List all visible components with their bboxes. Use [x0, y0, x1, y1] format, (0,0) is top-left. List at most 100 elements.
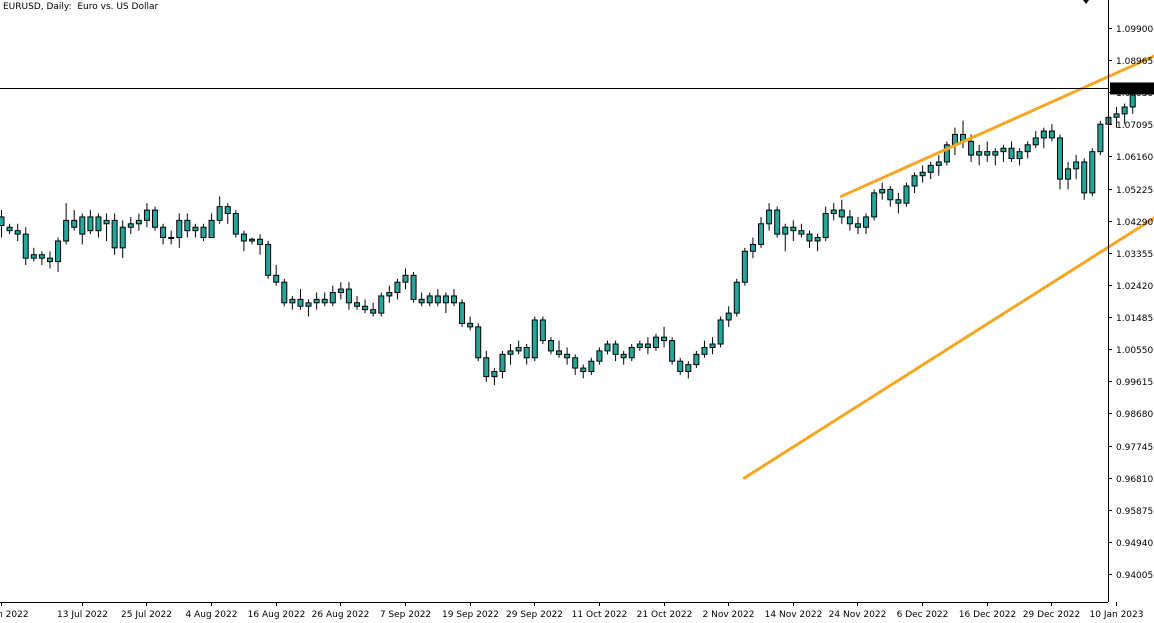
- candle[interactable]: [14, 223, 21, 241]
- candle[interactable]: [208, 213, 215, 239]
- candle[interactable]: [758, 216, 765, 248]
- candle[interactable]: [725, 306, 732, 327]
- candle[interactable]: [168, 230, 175, 245]
- candle[interactable]: [345, 282, 352, 310]
- candle[interactable]: [547, 337, 554, 355]
- chart-menu-icon[interactable]: [1083, 0, 1089, 4]
- candle[interactable]: [556, 340, 563, 358]
- candle[interactable]: [620, 350, 627, 365]
- candle[interactable]: [1097, 120, 1104, 156]
- trendline-lower[interactable]: [742, 165, 1154, 480]
- candle[interactable]: [426, 292, 433, 307]
- candle[interactable]: [143, 203, 150, 228]
- candle[interactable]: [1073, 155, 1080, 180]
- candle[interactable]: [240, 230, 247, 252]
- candle[interactable]: [119, 220, 126, 259]
- candle[interactable]: [281, 278, 288, 307]
- candle[interactable]: [531, 316, 538, 362]
- candle[interactable]: [596, 347, 603, 365]
- candle[interactable]: [580, 364, 587, 379]
- candle[interactable]: [572, 354, 579, 375]
- candle[interactable]: [386, 285, 393, 303]
- candle[interactable]: [1081, 158, 1088, 200]
- candle[interactable]: [539, 316, 546, 345]
- candle[interactable]: [410, 271, 417, 303]
- candle[interactable]: [232, 210, 239, 238]
- candle[interactable]: [418, 292, 425, 307]
- candle[interactable]: [467, 316, 474, 331]
- candle[interactable]: [854, 216, 861, 235]
- candle[interactable]: [370, 302, 377, 317]
- trendline-upper[interactable]: [839, 30, 1154, 198]
- candle[interactable]: [55, 237, 62, 272]
- candle[interactable]: [184, 213, 191, 238]
- candle[interactable]: [1056, 134, 1063, 190]
- candle[interactable]: [935, 155, 942, 176]
- candle[interactable]: [669, 337, 676, 365]
- candle[interactable]: [313, 292, 320, 310]
- candle[interactable]: [984, 141, 991, 162]
- candle[interactable]: [135, 213, 142, 231]
- candle[interactable]: [337, 282, 344, 300]
- candle[interactable]: [297, 289, 304, 310]
- candle[interactable]: [733, 278, 740, 317]
- candle[interactable]: [103, 213, 110, 241]
- candle[interactable]: [1024, 141, 1031, 159]
- candle[interactable]: [790, 220, 797, 241]
- candle[interactable]: [248, 237, 255, 245]
- candle[interactable]: [911, 172, 918, 193]
- candle[interactable]: [863, 213, 870, 235]
- candle[interactable]: [71, 210, 78, 231]
- candle[interactable]: [709, 337, 716, 355]
- candle[interactable]: [1113, 107, 1120, 128]
- candle[interactable]: [127, 216, 134, 235]
- candle[interactable]: [257, 234, 264, 255]
- candle[interactable]: [273, 265, 280, 286]
- candle[interactable]: [919, 165, 926, 183]
- candle[interactable]: [701, 340, 708, 358]
- candle[interactable]: [846, 210, 853, 231]
- candle[interactable]: [321, 292, 328, 307]
- candle[interactable]: [378, 292, 385, 317]
- candle[interactable]: [523, 344, 530, 365]
- candle[interactable]: [111, 213, 118, 255]
- candle[interactable]: [951, 127, 958, 156]
- candle[interactable]: [838, 199, 845, 224]
- candle[interactable]: [22, 227, 29, 266]
- candle[interactable]: [30, 247, 37, 262]
- candle[interactable]: [774, 206, 781, 238]
- candle[interactable]: [685, 361, 692, 379]
- candle[interactable]: [0, 210, 5, 238]
- candle[interactable]: [265, 240, 272, 279]
- candle[interactable]: [1121, 103, 1128, 125]
- candle[interactable]: [814, 234, 821, 252]
- candle[interactable]: [661, 326, 668, 348]
- candle[interactable]: [879, 182, 886, 200]
- candle[interactable]: [152, 206, 159, 231]
- candle[interactable]: [442, 292, 449, 314]
- candle[interactable]: [459, 299, 466, 327]
- candle[interactable]: [1000, 144, 1007, 162]
- candle[interactable]: [499, 350, 506, 379]
- candle[interactable]: [564, 347, 571, 365]
- candle[interactable]: [160, 223, 167, 245]
- candle[interactable]: [871, 189, 878, 221]
- candle[interactable]: [887, 186, 894, 207]
- candle[interactable]: [717, 316, 724, 348]
- candle[interactable]: [200, 223, 207, 241]
- candle[interactable]: [677, 357, 684, 375]
- candle[interactable]: [329, 285, 336, 307]
- candle[interactable]: [628, 344, 635, 362]
- candle[interactable]: [992, 148, 999, 166]
- candle[interactable]: [491, 368, 498, 386]
- candle[interactable]: [976, 144, 983, 166]
- candle[interactable]: [604, 340, 611, 355]
- candle[interactable]: [612, 340, 619, 362]
- candle[interactable]: [1016, 148, 1023, 166]
- candle[interactable]: [216, 196, 223, 224]
- candle[interactable]: [1089, 148, 1096, 197]
- candle[interactable]: [822, 206, 829, 241]
- candle[interactable]: [87, 210, 94, 235]
- candle[interactable]: [693, 350, 700, 369]
